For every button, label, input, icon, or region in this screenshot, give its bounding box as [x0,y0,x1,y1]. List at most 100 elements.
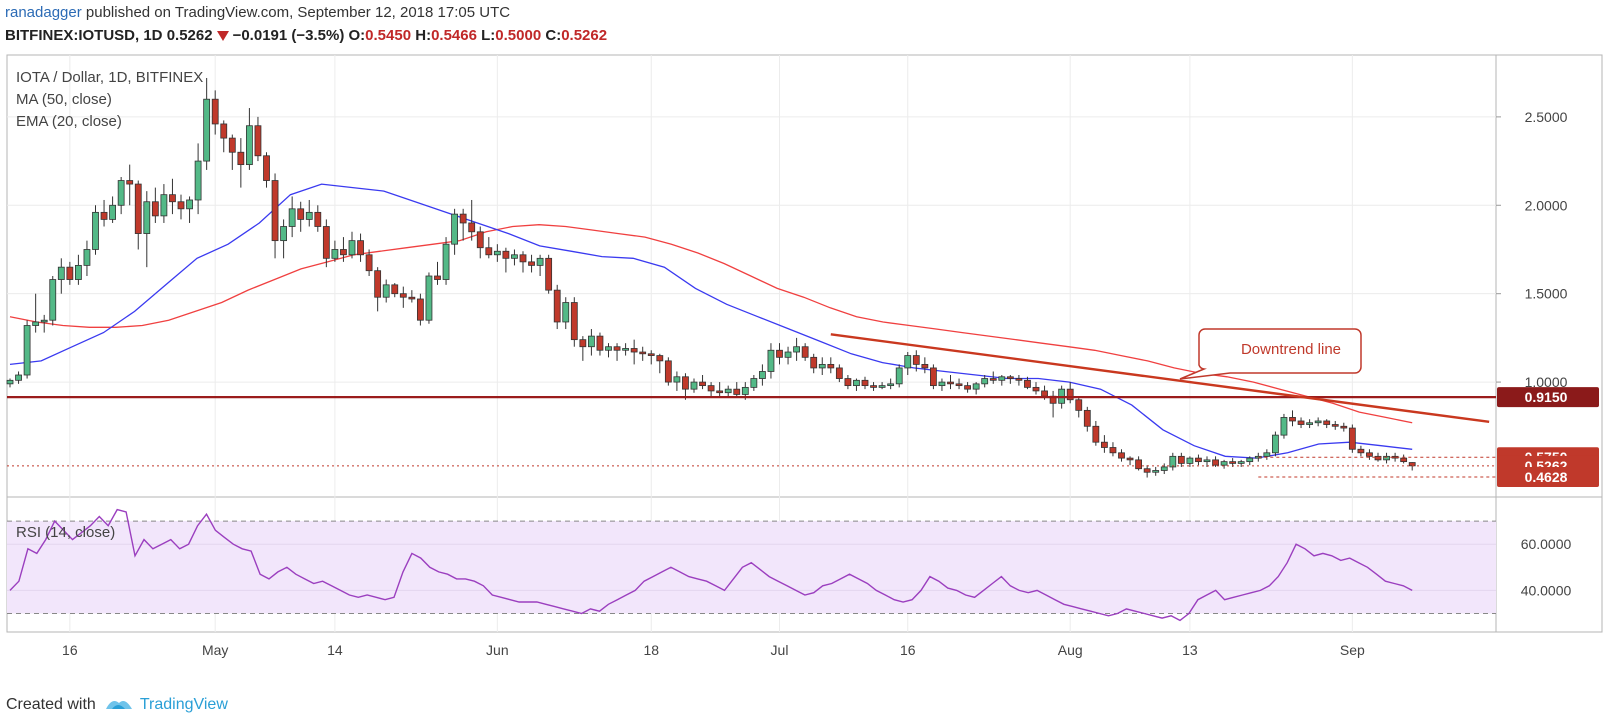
candle-body [1143,468,1151,473]
candle-body [493,250,501,256]
candle [776,343,783,365]
high-value: 0.5466 [431,27,477,44]
candle-body [870,385,877,388]
candle-body [784,351,792,358]
candle-body [921,363,929,369]
high-label: H: [415,27,432,44]
candle-body [1229,461,1237,464]
candle [451,208,459,255]
candle [579,336,587,361]
candle-body [1101,441,1108,448]
candle-body [964,385,971,390]
candle [1101,435,1108,453]
candle-body [357,240,364,256]
candle [793,337,800,361]
candle-body [66,266,74,280]
candle [750,375,758,391]
candle-body [186,199,193,210]
candle [1177,452,1185,467]
candle-body [314,211,322,227]
candle [647,350,655,365]
candle-body [835,367,843,379]
author-link[interactable]: ranadagger [5,4,82,21]
candle [66,261,74,285]
candle [348,231,356,259]
x-tick-label: 14 [327,642,343,658]
tradingview-link[interactable]: TradingView [139,696,228,713]
candle [425,272,433,324]
candle-body [878,385,886,388]
candle [169,178,176,215]
candle [1186,456,1194,467]
candle-body [485,247,493,256]
candle [964,382,971,393]
candle-body [767,349,775,372]
candle-body [741,386,749,395]
candle [664,357,672,386]
candle [1195,454,1202,466]
candle-body [245,125,253,166]
candle-body [502,250,510,259]
candle [1306,419,1313,429]
candle [1323,419,1331,429]
candle [767,343,775,379]
candle [690,378,698,393]
candle-body [203,98,211,162]
candle [810,353,818,374]
candle [416,293,424,326]
close-label: C: [545,27,562,44]
candle-body [1160,466,1168,471]
x-tick-label: 16 [62,642,78,658]
price-label-box [1497,387,1599,408]
candle [177,194,185,220]
candle [1075,396,1083,418]
candle-body [904,355,912,369]
candle-body [1015,378,1023,381]
candle [921,357,929,374]
candle-body [793,346,800,353]
candle [297,201,305,232]
candle [562,297,570,330]
candle-body [1152,470,1160,473]
candle-body [1400,457,1408,463]
candle-body [391,284,399,295]
candle [699,375,706,390]
candle-body [724,388,732,394]
candle [502,247,510,273]
open-value: 0.5450 [365,27,412,44]
candle-body [588,335,595,348]
candle-body [297,208,305,220]
candle-body [331,249,339,259]
candle [1066,382,1074,404]
candle-body [1092,425,1100,443]
candle [476,226,484,259]
candle [1203,456,1211,467]
candle-body [1263,452,1271,457]
candle [100,199,108,227]
candle [861,376,869,390]
candle [570,297,578,347]
candle-body [1203,459,1211,463]
candle [485,237,493,259]
candle [972,382,980,395]
candle-body [340,249,347,256]
candle-body [562,302,570,323]
candle-body [1374,455,1382,461]
candle [1220,459,1228,469]
candle [528,254,535,273]
candle [1015,375,1023,386]
candle-body [682,376,689,390]
candle [83,240,91,276]
publish-info: ranadagger published on TradingView.com,… [5,4,510,21]
candle-body [169,194,176,203]
candle-body [887,383,895,387]
candle-body [117,180,125,206]
candle [194,143,202,215]
candle [1160,463,1168,475]
candle-body [151,201,159,217]
candle-body [6,379,14,385]
candle [263,152,270,188]
candle-body [1237,461,1245,464]
candle-body [673,376,681,383]
